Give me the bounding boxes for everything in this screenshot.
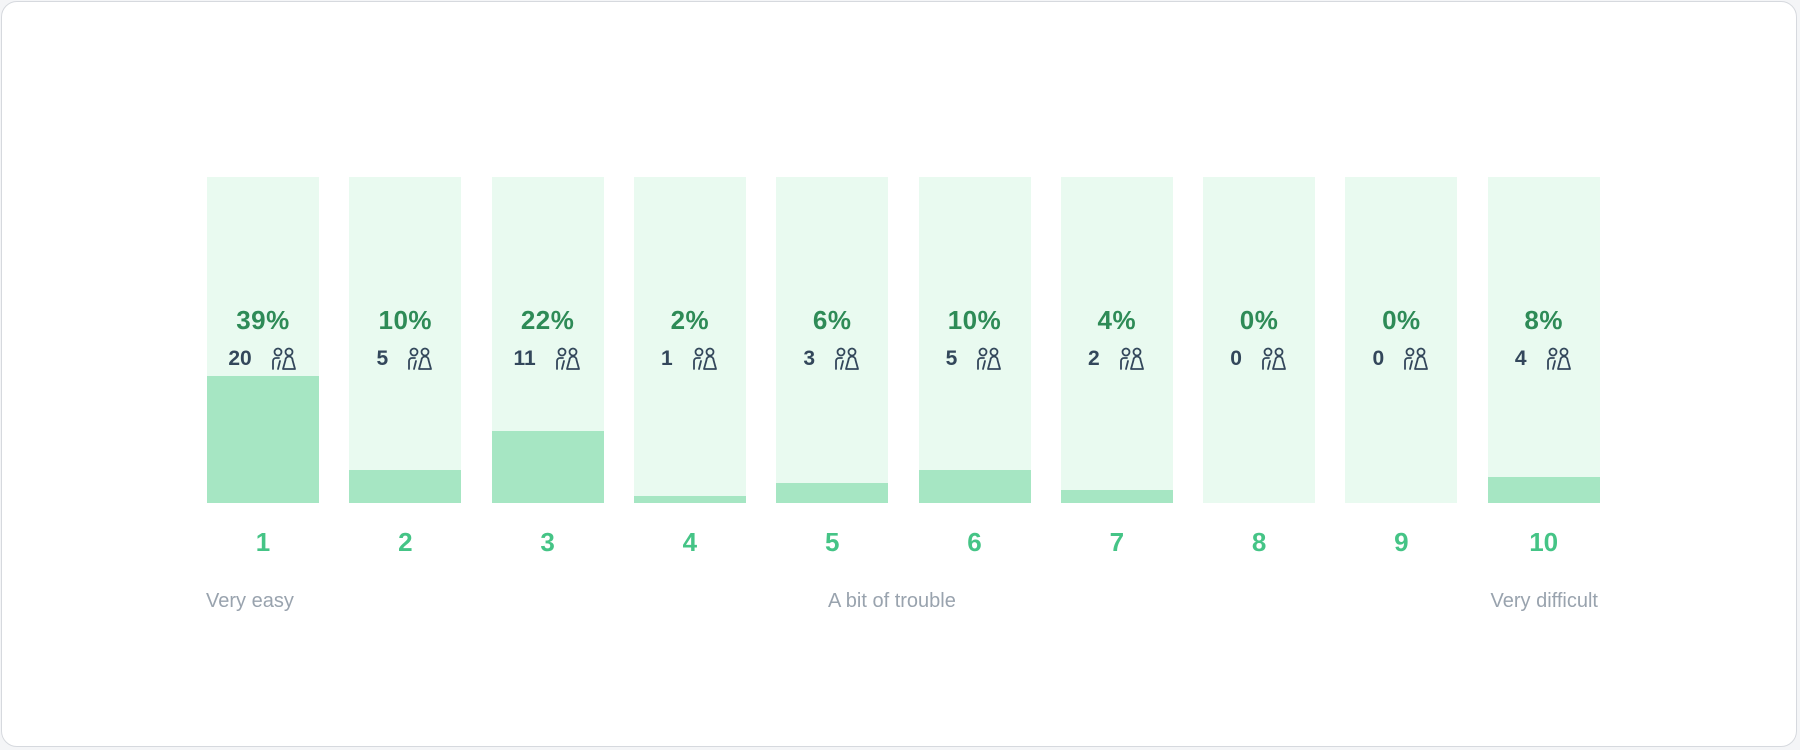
bar-fill: [349, 470, 462, 503]
response-count-value: 2: [1087, 347, 1100, 370]
bar-fill: [491, 431, 604, 503]
bar-fill: [207, 375, 319, 503]
percent-label: 22%: [520, 305, 575, 335]
response-count-value: 1: [661, 347, 673, 370]
response-count: 3: [776, 347, 888, 371]
bar-fill: [1060, 489, 1173, 503]
bar-column-2: 10% 5 2: [349, 177, 462, 557]
response-count: 1: [634, 347, 746, 371]
bar-fill: [1487, 476, 1600, 503]
bar-track: 0% 0: [1345, 177, 1458, 503]
category-label: 2: [398, 527, 413, 557]
response-count-value: 3: [803, 347, 816, 370]
response-count-value: 11: [513, 347, 536, 370]
bar-column-5: 6% 3 5: [776, 177, 889, 557]
response-count: 11: [492, 347, 604, 371]
people-icon: [1545, 347, 1573, 371]
people-icon: [1118, 347, 1146, 371]
scale-label-mid: A bit of trouble: [828, 590, 956, 612]
response-count: 5: [919, 347, 1031, 371]
response-count: 4: [1488, 347, 1600, 371]
category-label: 8: [1251, 527, 1267, 557]
response-count: 5: [349, 347, 461, 371]
category-label: 9: [1394, 527, 1409, 557]
bar-fill: [633, 496, 746, 503]
bar-column-6: 10% 5 6: [918, 177, 1031, 557]
people-icon: [975, 347, 1003, 371]
percent-label: 10%: [947, 305, 1002, 335]
percent-label: 4%: [1097, 305, 1137, 335]
category-label: 4: [682, 527, 698, 557]
bar-column-1: 39% 20 1: [207, 177, 319, 557]
bar-track: 22% 11: [491, 177, 604, 503]
percent-label: 6%: [812, 305, 852, 335]
scale-label-low: Very easy: [206, 590, 294, 612]
category-label: 5: [824, 527, 840, 557]
response-count-value: 5: [376, 347, 389, 370]
category-label: 1: [255, 527, 271, 557]
bar-column-10: 8% 4 10: [1487, 177, 1600, 557]
percent-label: 39%: [236, 305, 290, 335]
bar-track: 10% 5: [349, 177, 462, 503]
bar-fill: [776, 483, 889, 503]
percent-label: 10%: [378, 305, 433, 335]
bar-column-7: 4% 2 7: [1060, 177, 1173, 557]
bar-column-8: 0% 0 8: [1203, 177, 1316, 557]
percent-label: 0%: [1382, 305, 1421, 335]
response-count: 20: [207, 347, 319, 371]
people-icon: [1402, 347, 1430, 371]
category-label: 10: [1529, 527, 1559, 557]
percent-label: 0%: [1239, 305, 1279, 335]
bar-track: 6% 3: [776, 177, 889, 503]
response-count-value: 4: [1514, 347, 1527, 370]
bar-track: 10% 5: [918, 177, 1031, 503]
response-count: 0: [1345, 347, 1457, 371]
people-icon: [691, 347, 719, 371]
response-count-value: 5: [945, 347, 958, 370]
category-label: 6: [967, 527, 982, 557]
bar-column-3: 22% 11 3: [491, 177, 604, 557]
scale-label-high: Very difficult: [1490, 590, 1598, 612]
percent-label: 2%: [670, 305, 710, 335]
people-icon: [554, 347, 582, 371]
bar-track: 2% 1: [633, 177, 746, 503]
people-icon: [406, 347, 434, 371]
response-count-value: 0: [1230, 347, 1242, 370]
bar-track: 0% 0: [1203, 177, 1316, 503]
bar-track: 39% 20: [207, 177, 319, 503]
response-count-value: 20: [228, 347, 252, 370]
bar-column-9: 0% 0 9: [1345, 177, 1458, 557]
bar-track: 8% 4: [1487, 177, 1600, 503]
bar-fill: [918, 470, 1031, 503]
bar-column-4: 2% 1 4: [633, 177, 746, 557]
bar-track: 4% 2: [1060, 177, 1173, 503]
percent-label: 8%: [1524, 305, 1563, 335]
response-count-value: 0: [1372, 347, 1385, 370]
category-label: 3: [540, 527, 555, 557]
response-count: 0: [1203, 347, 1315, 371]
category-label: 7: [1109, 527, 1125, 557]
people-icon: [270, 347, 298, 371]
response-count: 2: [1061, 347, 1173, 371]
people-icon: [1260, 347, 1288, 371]
people-icon: [833, 347, 861, 371]
